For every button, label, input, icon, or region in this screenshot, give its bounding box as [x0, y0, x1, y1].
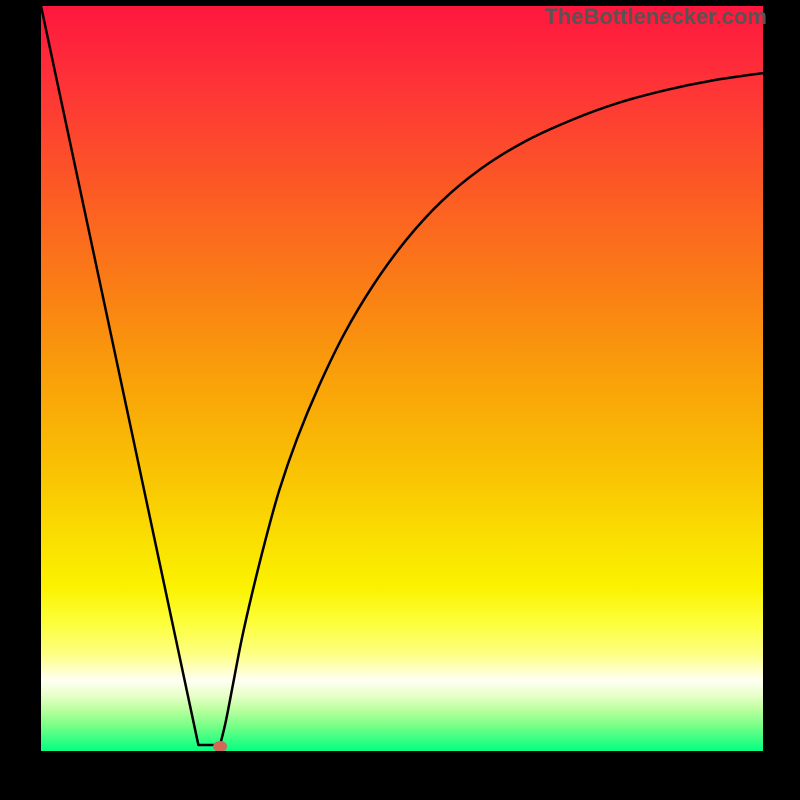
- watermark-label: TheBottlenecker.com: [544, 4, 767, 30]
- curve-layer: [41, 6, 763, 751]
- minimum-marker: [213, 741, 227, 751]
- chart-root: TheBottlenecker.com: [0, 0, 800, 800]
- plot-area: [41, 6, 763, 751]
- bottleneck-curve: [41, 6, 763, 745]
